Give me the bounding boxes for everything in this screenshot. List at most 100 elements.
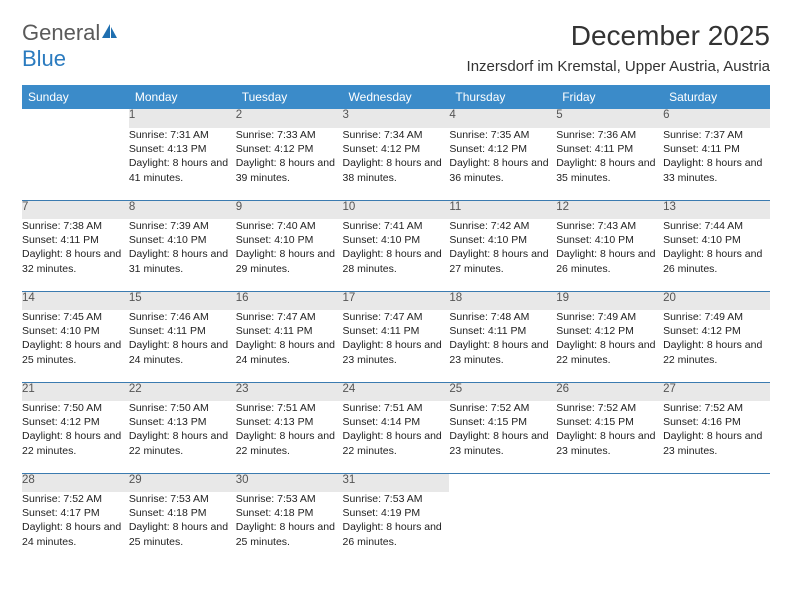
sunrise-line: Sunrise: 7:41 AM bbox=[343, 219, 450, 233]
sunset-line: Sunset: 4:12 PM bbox=[236, 142, 343, 156]
daylight-line: Daylight: 8 hours and 29 minutes. bbox=[236, 247, 343, 275]
day-content-cell: Sunrise: 7:31 AMSunset: 4:13 PMDaylight:… bbox=[129, 128, 236, 200]
calendar-body: 123456Sunrise: 7:31 AMSunset: 4:13 PMDay… bbox=[22, 109, 770, 564]
day-content-cell: Sunrise: 7:50 AMSunset: 4:12 PMDaylight:… bbox=[22, 401, 129, 473]
day-content-cell: Sunrise: 7:49 AMSunset: 4:12 PMDaylight:… bbox=[663, 310, 770, 382]
sunrise-line: Sunrise: 7:39 AM bbox=[129, 219, 236, 233]
sunset-line: Sunset: 4:13 PM bbox=[129, 142, 236, 156]
day-number-cell: 4 bbox=[449, 109, 556, 128]
day-number-cell: 17 bbox=[343, 291, 450, 310]
sunrise-line: Sunrise: 7:53 AM bbox=[343, 492, 450, 506]
daylight-line: Daylight: 8 hours and 28 minutes. bbox=[343, 247, 450, 275]
sunrise-line: Sunrise: 7:47 AM bbox=[236, 310, 343, 324]
daylight-line: Daylight: 8 hours and 25 minutes. bbox=[22, 338, 129, 366]
sunset-line: Sunset: 4:11 PM bbox=[343, 324, 450, 338]
day-number-cell: 11 bbox=[449, 200, 556, 219]
day-number-cell: 22 bbox=[129, 382, 236, 401]
day-content-cell: Sunrise: 7:34 AMSunset: 4:12 PMDaylight:… bbox=[343, 128, 450, 200]
daylight-line: Daylight: 8 hours and 25 minutes. bbox=[236, 520, 343, 548]
content-row: Sunrise: 7:38 AMSunset: 4:11 PMDaylight:… bbox=[22, 219, 770, 291]
day-content-cell: Sunrise: 7:39 AMSunset: 4:10 PMDaylight:… bbox=[129, 219, 236, 291]
day-number-cell: 28 bbox=[22, 473, 129, 492]
sunrise-line: Sunrise: 7:34 AM bbox=[343, 128, 450, 142]
sunrise-line: Sunrise: 7:31 AM bbox=[129, 128, 236, 142]
sunset-line: Sunset: 4:10 PM bbox=[129, 233, 236, 247]
sail-icon bbox=[100, 20, 120, 46]
day-number-cell: 19 bbox=[556, 291, 663, 310]
sunset-line: Sunset: 4:11 PM bbox=[556, 142, 663, 156]
brand-text: GeneralBlue bbox=[22, 20, 120, 72]
day-number-cell: 26 bbox=[556, 382, 663, 401]
daylight-line: Daylight: 8 hours and 26 minutes. bbox=[663, 247, 770, 275]
day-content-cell: Sunrise: 7:35 AMSunset: 4:12 PMDaylight:… bbox=[449, 128, 556, 200]
day-header: Monday bbox=[129, 85, 236, 109]
content-row: Sunrise: 7:52 AMSunset: 4:17 PMDaylight:… bbox=[22, 492, 770, 564]
day-content-cell: Sunrise: 7:50 AMSunset: 4:13 PMDaylight:… bbox=[129, 401, 236, 473]
day-content-cell: Sunrise: 7:42 AMSunset: 4:10 PMDaylight:… bbox=[449, 219, 556, 291]
day-number-cell: 12 bbox=[556, 200, 663, 219]
day-number-cell: 6 bbox=[663, 109, 770, 128]
day-content-cell: Sunrise: 7:44 AMSunset: 4:10 PMDaylight:… bbox=[663, 219, 770, 291]
page-title: December 2025 bbox=[467, 20, 770, 52]
sunset-line: Sunset: 4:15 PM bbox=[556, 415, 663, 429]
day-number-cell: 10 bbox=[343, 200, 450, 219]
day-header: Friday bbox=[556, 85, 663, 109]
daylight-line: Daylight: 8 hours and 31 minutes. bbox=[129, 247, 236, 275]
sunset-line: Sunset: 4:16 PM bbox=[663, 415, 770, 429]
day-number-cell: 18 bbox=[449, 291, 556, 310]
day-content-cell bbox=[556, 492, 663, 564]
sunset-line: Sunset: 4:14 PM bbox=[343, 415, 450, 429]
daylight-line: Daylight: 8 hours and 38 minutes. bbox=[343, 156, 450, 184]
sunrise-line: Sunrise: 7:50 AM bbox=[22, 401, 129, 415]
daylight-line: Daylight: 8 hours and 23 minutes. bbox=[449, 429, 556, 457]
day-number-cell: 13 bbox=[663, 200, 770, 219]
day-number-cell: 15 bbox=[129, 291, 236, 310]
day-number-cell: 31 bbox=[343, 473, 450, 492]
daylight-line: Daylight: 8 hours and 26 minutes. bbox=[343, 520, 450, 548]
day-number-cell bbox=[449, 473, 556, 492]
sunset-line: Sunset: 4:10 PM bbox=[236, 233, 343, 247]
sunset-line: Sunset: 4:18 PM bbox=[129, 506, 236, 520]
sunrise-line: Sunrise: 7:53 AM bbox=[236, 492, 343, 506]
day-number-cell: 21 bbox=[22, 382, 129, 401]
day-header: Wednesday bbox=[343, 85, 450, 109]
day-content-cell: Sunrise: 7:52 AMSunset: 4:17 PMDaylight:… bbox=[22, 492, 129, 564]
sunset-line: Sunset: 4:10 PM bbox=[343, 233, 450, 247]
daylight-line: Daylight: 8 hours and 22 minutes. bbox=[556, 338, 663, 366]
sunset-line: Sunset: 4:13 PM bbox=[236, 415, 343, 429]
day-content-cell: Sunrise: 7:36 AMSunset: 4:11 PMDaylight:… bbox=[556, 128, 663, 200]
day-content-cell: Sunrise: 7:52 AMSunset: 4:15 PMDaylight:… bbox=[556, 401, 663, 473]
day-number-cell: 8 bbox=[129, 200, 236, 219]
day-number-cell: 3 bbox=[343, 109, 450, 128]
header: GeneralBlue December 2025 Inzersdorf im … bbox=[22, 20, 770, 81]
sunset-line: Sunset: 4:10 PM bbox=[663, 233, 770, 247]
sunset-line: Sunset: 4:12 PM bbox=[663, 324, 770, 338]
calendar-head: SundayMondayTuesdayWednesdayThursdayFrid… bbox=[22, 85, 770, 109]
sunset-line: Sunset: 4:11 PM bbox=[663, 142, 770, 156]
day-number-cell: 29 bbox=[129, 473, 236, 492]
day-number-cell: 5 bbox=[556, 109, 663, 128]
sunrise-line: Sunrise: 7:49 AM bbox=[663, 310, 770, 324]
sunrise-line: Sunrise: 7:52 AM bbox=[663, 401, 770, 415]
day-content-cell: Sunrise: 7:51 AMSunset: 4:14 PMDaylight:… bbox=[343, 401, 450, 473]
sunset-line: Sunset: 4:10 PM bbox=[449, 233, 556, 247]
day-number-cell: 25 bbox=[449, 382, 556, 401]
day-number-cell: 2 bbox=[236, 109, 343, 128]
page: GeneralBlue December 2025 Inzersdorf im … bbox=[0, 0, 792, 584]
daylight-line: Daylight: 8 hours and 39 minutes. bbox=[236, 156, 343, 184]
sunrise-line: Sunrise: 7:35 AM bbox=[449, 128, 556, 142]
daynum-row: 14151617181920 bbox=[22, 291, 770, 310]
daylight-line: Daylight: 8 hours and 24 minutes. bbox=[22, 520, 129, 548]
sunrise-line: Sunrise: 7:42 AM bbox=[449, 219, 556, 233]
day-header: Thursday bbox=[449, 85, 556, 109]
day-number-cell: 16 bbox=[236, 291, 343, 310]
sunrise-line: Sunrise: 7:48 AM bbox=[449, 310, 556, 324]
content-row: Sunrise: 7:31 AMSunset: 4:13 PMDaylight:… bbox=[22, 128, 770, 200]
day-content-cell: Sunrise: 7:41 AMSunset: 4:10 PMDaylight:… bbox=[343, 219, 450, 291]
sunrise-line: Sunrise: 7:44 AM bbox=[663, 219, 770, 233]
day-content-cell: Sunrise: 7:53 AMSunset: 4:18 PMDaylight:… bbox=[236, 492, 343, 564]
daylight-line: Daylight: 8 hours and 22 minutes. bbox=[236, 429, 343, 457]
day-content-cell: Sunrise: 7:37 AMSunset: 4:11 PMDaylight:… bbox=[663, 128, 770, 200]
daylight-line: Daylight: 8 hours and 23 minutes. bbox=[556, 429, 663, 457]
sunrise-line: Sunrise: 7:52 AM bbox=[22, 492, 129, 506]
